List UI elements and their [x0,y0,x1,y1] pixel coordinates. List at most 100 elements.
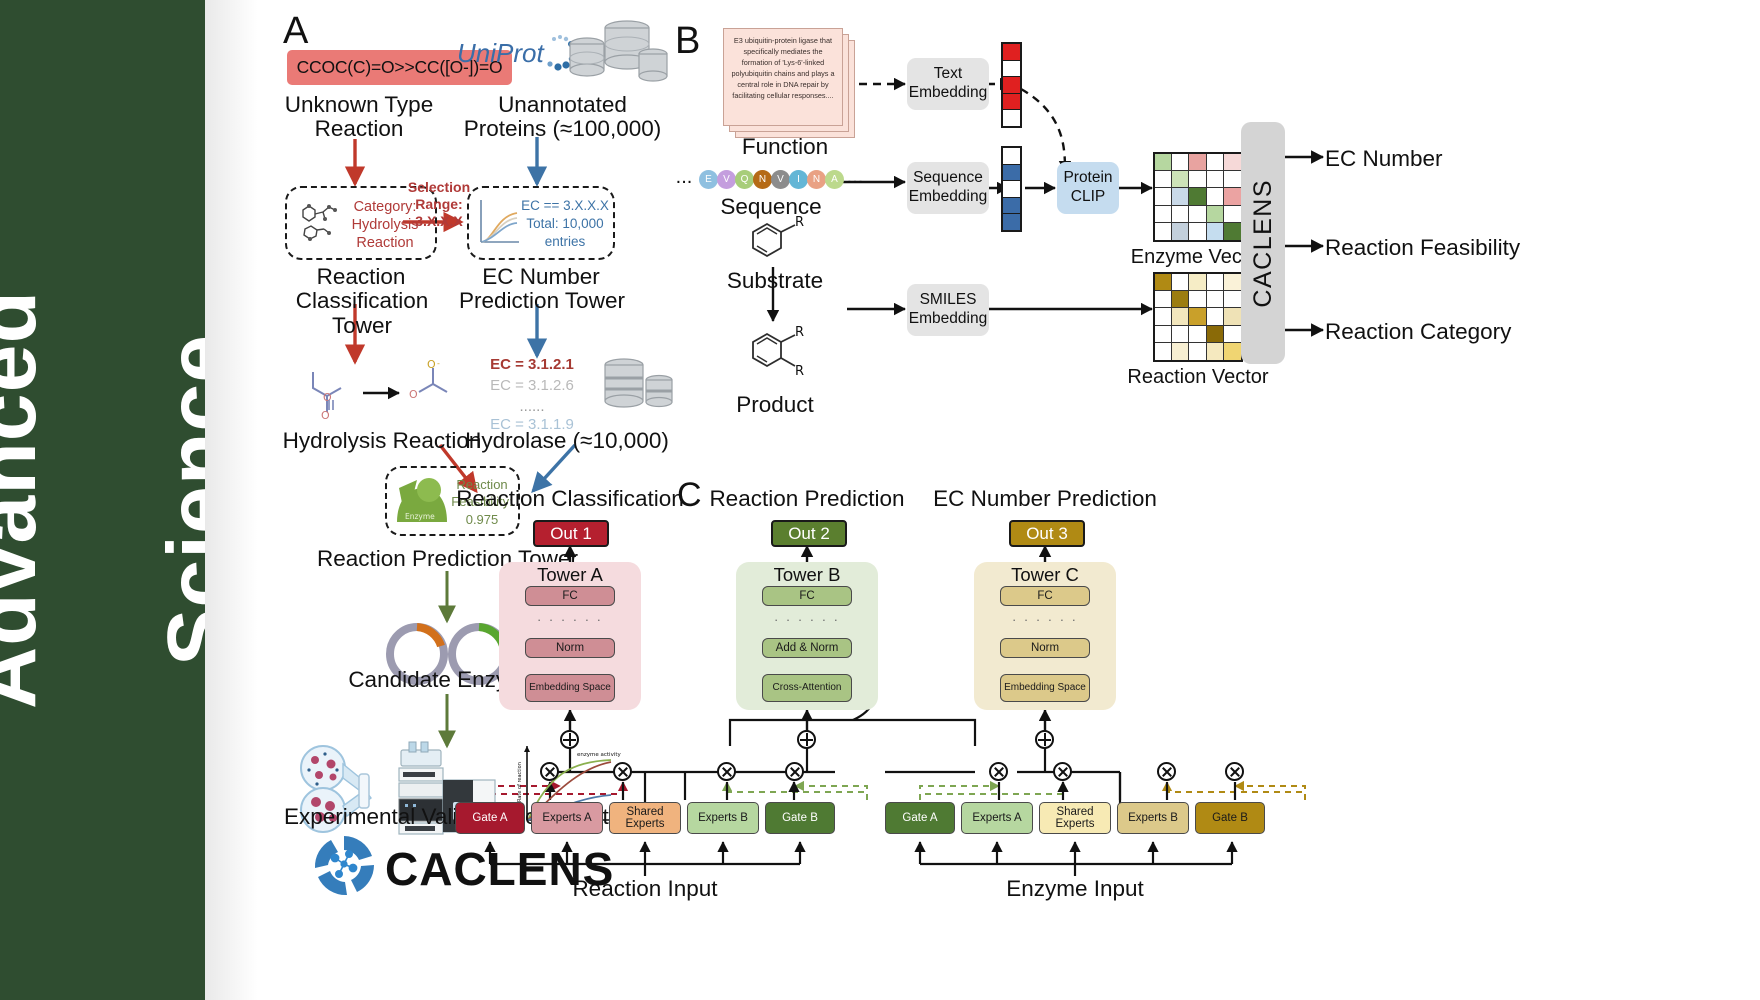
journal-banner: Advanced Science [0,0,247,1000]
ec-filter-line2: Total: 10,000 [526,216,604,231]
hydrolase-database-icon [604,358,673,408]
left-experts-b: Experts B [687,802,759,834]
svg-text:R: R [795,216,804,230]
enzyme-icon: Enzyme [397,478,447,522]
ec-prediction-tower-line2: Prediction Tower [459,288,625,313]
reaction-classification-tower-line1: Reaction [316,264,406,289]
protein-clip-line2: CLIP [1070,188,1106,205]
ec-filter-line1: EC == 3.X.X.X [521,198,609,213]
sequence-residue-5: I [789,170,808,189]
panel-a-label: A [283,10,309,52]
right-experts-b: Experts B [1117,802,1189,834]
function-card-stack-1 [723,28,843,126]
enzyme-vector-cell-23 [1206,222,1224,240]
right-shared-experts: Shared Experts [1039,802,1111,834]
out-3-box: Out 3 [1009,520,1085,547]
text-vec-cell-0 [1003,44,1020,61]
reaction-vector-cell-18 [1206,325,1224,343]
product-op-4 [785,762,804,781]
enzyme-chip-text: Enzyme [405,512,435,521]
sequence-residue-1: V [717,170,736,189]
uniprot-logo-text: UniProt [457,38,544,68]
right-shared-experts-label-line2: Experts [1055,818,1095,830]
ec-candidate-1: EC = 3.1.2.6 [490,377,574,394]
substrate-label: Substrate [726,268,824,293]
text-vec-cell-3 [1003,93,1020,111]
left-gate-a: Gate A [455,802,525,834]
tower-a-dots: · · · · · · [536,612,604,627]
out-1-box: Out 1 [533,520,609,547]
enzyme-vector-cell-12 [1189,188,1207,206]
left-shared-experts-label-line2: Experts [625,818,665,830]
enzyme-vector-label: Enzyme Vector [1130,246,1266,268]
enzyme-vector-cell-19 [1223,205,1241,223]
enzyme-activity-annotation: enzyme activity [577,752,621,758]
tower-c-block-fc: FC [1000,586,1090,606]
out-2-box: Out 2 [771,520,847,547]
reaction-vector-cell-22 [1189,342,1207,360]
seq-vec-cell-4 [1003,214,1020,230]
enzyme-vector-cell-17 [1189,205,1207,223]
enzyme-vector-cell-5 [1155,171,1173,189]
unannotated-proteins-line1: Unannotated [498,92,627,117]
substrate-benzene-icon: R [752,216,804,258]
smiles-input-chip: CCOC(C)=O>>CC([O-])=O [287,50,512,85]
banner-gradient-edge [205,0,275,1000]
product-op-3 [717,762,736,781]
product-op-8 [1225,762,1244,781]
reaction-classification-tower-line2: Classification Tower [295,288,429,339]
ec-prediction-tower-line1: EC Number [482,264,600,289]
sequence-residue-4: V [771,170,790,189]
enzyme-vector-cell-21 [1172,222,1190,240]
sequence-residue-3: N [753,170,772,189]
enzyme-vector-cell-1 [1172,154,1190,172]
enzyme-vector-cell-11 [1172,188,1190,206]
enzyme-vector-cell-13 [1206,188,1224,206]
reaction-input-label: Reaction Input [572,876,718,901]
tower-a-block-norm: Norm [525,638,615,658]
enzyme-vector-cell-0 [1155,154,1173,172]
caclens-brand: CACLENS [385,842,614,896]
seq-vec-cell-1 [1003,164,1020,182]
tower-b-block-cross-attention: Cross-Attention [762,674,852,702]
svg-text:R: R [795,326,804,340]
sequence-embedding-line1: Sequence [913,169,983,187]
protein-clip-line1: Protein [1063,169,1113,187]
sum-op-tower-c [1035,730,1054,749]
reaction-feasibility-line2: Feasibility: [451,494,513,509]
tower-c-title: Tower C [1011,564,1079,585]
panel-c-header-2: EC Number Prediction [933,486,1157,511]
tower-a-block-fc: FC [525,586,615,606]
kinetics-curve-icon [480,200,519,243]
reaction-vector-cell-11 [1172,308,1190,326]
reaction-vector-cell-14 [1223,308,1241,326]
right-gate-b: Gate B [1195,802,1265,834]
tower-a-block-embedding-space: Embedding Space [525,674,615,702]
text-vec-cell-2 [1003,77,1020,94]
reaction-feasibility-value: 0.975 [465,512,499,527]
right-experts-a: Experts A [961,802,1033,834]
database-stack-icon [569,20,668,82]
reaction-vector-cell-3 [1206,274,1224,292]
panel-c-label: C [677,476,702,514]
product-label: Product [736,392,814,417]
panel-c-header-1: Reaction Prediction [709,486,905,511]
ec-candidate-3: EC = 3.1.1.9 [490,416,574,433]
reaction-vector-cell-7 [1189,291,1207,309]
tower-c-block-norm: Norm [1000,638,1090,658]
smiles-embedding-block: SMILES Embedding [907,284,989,336]
ec-candidate-2: ...... [519,398,545,415]
enzyme-vector-cell-16 [1172,205,1190,223]
tower-c-block-embedding-space: Embedding Space [1000,674,1090,702]
reaction-vector-cell-15 [1155,325,1173,343]
figure-canvas: A CCOC(C)=O>>CC([O-])=O Unknown Type Rea… [275,4,1755,996]
sequence-residue-6: N [807,170,826,189]
molecule-graph-icon [302,204,337,241]
product-benzene-icon: R R [752,326,804,379]
reaction-vector-cell-24 [1223,342,1241,360]
text-embedding-line2: Embedding [908,84,988,101]
right-shared-experts-label-line1: Shared [1056,805,1094,818]
kinetics-y-label: Rate of reaction [517,762,523,802]
smiles-embedding-line1: SMILES [919,291,977,309]
output-reaction-category: Reaction Category [1325,319,1512,344]
